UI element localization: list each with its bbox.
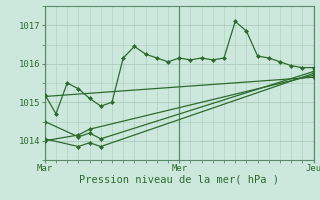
X-axis label: Pression niveau de la mer( hPa ): Pression niveau de la mer( hPa )	[79, 175, 279, 185]
